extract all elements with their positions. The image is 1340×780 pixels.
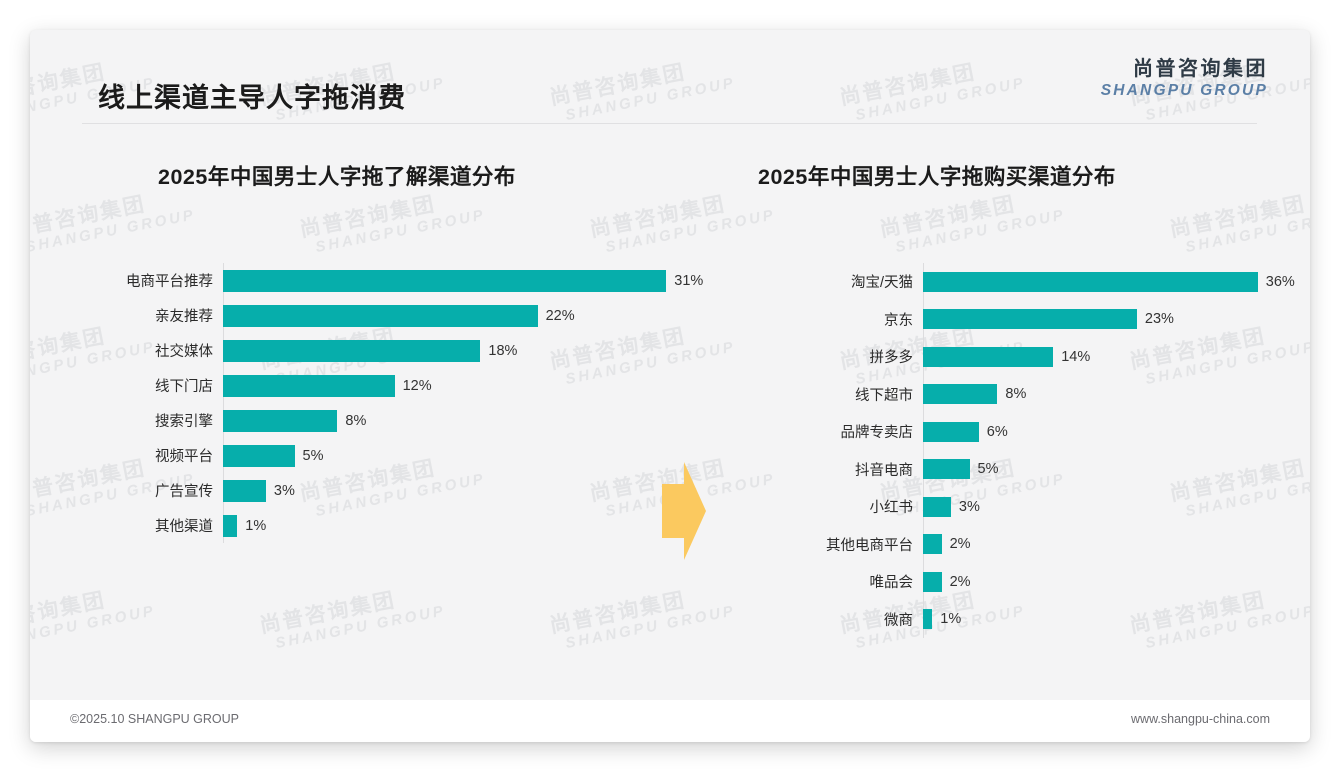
bar-value-label: 3% [273, 482, 295, 499]
logo-english-text: SHANGPU GROUP [1100, 82, 1268, 99]
bar-value-label: 23% [1144, 311, 1174, 328]
bar-value-label: 6% [986, 423, 1008, 440]
chart-bar-row: 小红书 3% [730, 488, 1270, 526]
bar-value-label: 12% [402, 377, 432, 394]
bar-value-label: 5% [302, 447, 324, 464]
chart-bar-row: 微商 1% [730, 601, 1270, 639]
bar-value-label: 3% [958, 498, 980, 515]
bar-chart-awareness: 电商平台推荐 31% 亲友推荐 22% 社交媒体 18% 线下门店 12% 搜索引擎 8% 视频平台… [100, 263, 703, 543]
bar-category-label: 小红书 [869, 500, 914, 517]
header-divider [82, 123, 1257, 124]
bar-value-label: 18% [488, 342, 518, 359]
chart-bar-row: 京东 23% [730, 301, 1270, 339]
chart-bar [223, 374, 395, 397]
bar-value-label: 31% [674, 272, 704, 289]
chart-bar-row: 社交媒体 18% [100, 333, 680, 368]
chart-bar-row: 其他渠道 1% [100, 508, 680, 543]
chart-bar [223, 304, 538, 327]
bar-category-label: 其他渠道 [155, 519, 213, 535]
chart-bar-row: 电商平台推荐 31% [100, 263, 703, 298]
bar-category-label: 线下门店 [155, 379, 213, 395]
logo-chinese-text: 尚普咨询集团 [1133, 58, 1268, 80]
right-arrow-icon [662, 462, 706, 560]
chart-bar [923, 271, 1258, 292]
bar-category-label: 京东 [884, 312, 913, 329]
chart-bar-row: 唯品会 2% [730, 563, 1270, 601]
bar-category-label: 品牌专卖店 [840, 425, 914, 442]
page-title: 线上渠道主导人字拖消费 [98, 83, 406, 113]
chart-bar [223, 269, 667, 292]
slide-header: 线上渠道主导人字拖消费 尚普咨询集团 SHANGPU GROUP [30, 30, 1310, 113]
chart-bar [923, 384, 998, 405]
chart-axis-line [923, 263, 924, 638]
charts-container: 2025年中国男士人字拖了解渠道分布 电商平台推荐 31% 亲友推荐 22% 社交媒体 1… [30, 30, 1310, 742]
chart-bar [923, 459, 970, 480]
bar-value-label: 22% [545, 307, 575, 324]
bar-category-label: 电商平台推荐 [126, 274, 213, 290]
chart-title: 2025年中国男士人字拖了解渠道分布 [158, 165, 516, 189]
chart-bar-row: 淘宝/天猫 36% [730, 263, 1295, 301]
bar-category-label: 其他电商平台 [826, 537, 913, 554]
chart-bar-row: 品牌专卖店 6% [730, 413, 1270, 451]
slide-card: 尚普咨询集团 SHANGPU GROUP 尚普咨询集团 SHANGPU GROUP 尚普… [30, 30, 1310, 742]
bar-category-label: 拼多多 [869, 350, 914, 367]
bar-value-label: 36% [1265, 273, 1295, 290]
bar-category-label: 广告宣传 [155, 484, 213, 500]
chart-bar [923, 346, 1054, 367]
bar-value-label: 8% [1005, 386, 1027, 403]
chart-bar [223, 479, 266, 502]
bar-category-label: 微商 [884, 612, 913, 629]
chart-bar [923, 534, 942, 555]
chart-bar-row: 拼多多 14% [730, 338, 1270, 376]
bar-value-label: 5% [977, 461, 999, 478]
chart-panel-purchase-channels: 2025年中国男士人字拖购买渠道分布 淘宝/天猫 36% 京东 23% 拼多多 14% 线下… [730, 160, 1295, 639]
bar-category-label: 淘宝/天猫 [850, 275, 913, 292]
brand-logo: 尚普咨询集团 SHANGPU GROUP [1101, 58, 1268, 101]
bar-category-label: 社交媒体 [155, 344, 213, 360]
chart-axis-line [223, 263, 224, 543]
bar-category-label: 抖音电商 [855, 462, 913, 479]
chart-bar [223, 409, 338, 432]
chart-bar [223, 444, 295, 467]
chart-bar [223, 339, 481, 362]
footer-website: www.shangpu-china.com [1131, 712, 1270, 726]
bar-category-label: 唯品会 [869, 575, 914, 592]
bar-category-label: 视频平台 [155, 449, 213, 465]
chart-title: 2025年中国男士人字拖购买渠道分布 [758, 165, 1116, 189]
bar-category-label: 搜索引擎 [155, 414, 213, 430]
footer-copyright: ©2025.10 SHANGPU GROUP [70, 712, 239, 726]
chart-bar [923, 496, 951, 517]
chart-bar-row: 亲友推荐 22% [100, 298, 680, 333]
chart-bar [923, 421, 979, 442]
chart-bar-row: 线下超市 8% [730, 376, 1270, 414]
chart-bar [223, 514, 238, 537]
chart-bar-row: 广告宣传 3% [100, 473, 680, 508]
chart-bar-row: 其他电商平台 2% [730, 526, 1270, 564]
bar-value-label: 2% [949, 573, 971, 590]
bar-value-label: 2% [949, 536, 971, 553]
bar-value-label: 1% [940, 611, 962, 628]
bar-chart-purchase: 淘宝/天猫 36% 京东 23% 拼多多 14% 线下超市 8% 品牌专卖店 6% 抖音电商 5% 小红… [730, 263, 1295, 639]
bar-category-label: 线下超市 [855, 387, 913, 404]
bar-category-label: 亲友推荐 [155, 309, 213, 325]
bar-value-label: 1% [245, 517, 267, 534]
chart-panel-awareness-channels: 2025年中国男士人字拖了解渠道分布 电商平台推荐 31% 亲友推荐 22% 社交媒体 1… [100, 160, 703, 543]
chart-bar-row: 抖音电商 5% [730, 451, 1270, 489]
slide-footer: ©2025.10 SHANGPU GROUP www.shangpu-china… [30, 700, 1310, 742]
chart-bar-row: 视频平台 5% [100, 438, 680, 473]
chart-bar [923, 609, 933, 630]
chart-bar-row: 搜索引擎 8% [100, 403, 680, 438]
chart-bar-row: 线下门店 12% [100, 368, 680, 403]
bar-value-label: 14% [1061, 348, 1091, 365]
chart-bar [923, 571, 942, 592]
chart-bar [923, 309, 1137, 330]
bar-value-label: 8% [345, 412, 367, 429]
